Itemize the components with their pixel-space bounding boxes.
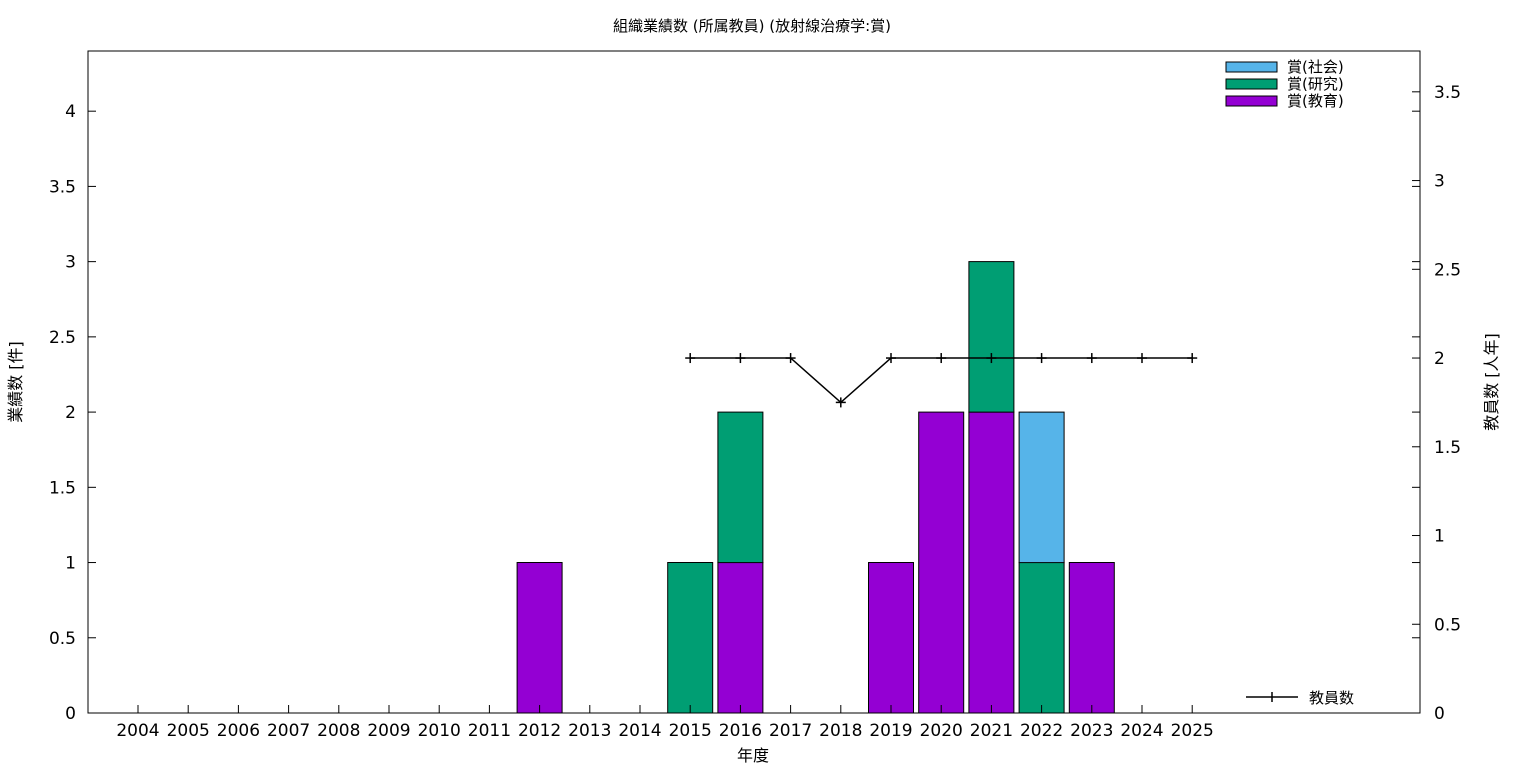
bar-2020-series-0 xyxy=(918,411,965,714)
bar-2016-series-1 xyxy=(717,411,764,564)
y-tick-label: 0 xyxy=(65,704,76,724)
line-point-2017 xyxy=(785,353,796,364)
y-axis-title: 業績数 [件] xyxy=(6,341,25,423)
x-axis-title: 年度 xyxy=(737,746,769,765)
y-tick-label: 2.5 xyxy=(49,328,76,348)
y2-tick-label: 1 xyxy=(1434,527,1445,547)
bar-layer xyxy=(516,261,1115,714)
x-tick-label: 2023 xyxy=(1070,721,1113,741)
y2-tick-label: 0.5 xyxy=(1434,615,1461,635)
x-tick-label: 2005 xyxy=(167,721,210,741)
y2-tick-label: 0 xyxy=(1434,704,1445,724)
y2-tick-label: 2 xyxy=(1434,349,1445,369)
y2-tick-label: 3 xyxy=(1434,172,1445,192)
x-tick-label: 2007 xyxy=(267,721,310,741)
bar-2021-series-1 xyxy=(968,261,1015,413)
line-point-2018 xyxy=(835,397,846,408)
x-tick-label: 2013 xyxy=(568,721,611,741)
x-tick-label: 2024 xyxy=(1120,721,1163,741)
chart-title: 組織業績数 (所属教員) (放射線治療学:賞) xyxy=(613,17,891,35)
line-layer xyxy=(685,353,1198,408)
x-tick-label: 2025 xyxy=(1171,721,1214,741)
x-tick-label: 2021 xyxy=(970,721,1013,741)
legend-label-2: 賞(教育) xyxy=(1287,92,1344,110)
bar-2023-series-0 xyxy=(1068,562,1115,714)
y2-axis-title: 教員数 [人年] xyxy=(1482,333,1501,431)
x-tick-label: 2018 xyxy=(819,721,862,741)
legend-line-label: 教員数 xyxy=(1309,689,1354,707)
line-point-2021 xyxy=(986,353,997,364)
legend-swatch-2 xyxy=(1225,95,1278,107)
line-point-2016 xyxy=(735,353,746,364)
line-point-2024 xyxy=(1137,353,1147,364)
y-tick-label: 3 xyxy=(65,253,76,273)
x-tick-label: 2011 xyxy=(468,721,511,741)
x-tick-label: 2016 xyxy=(719,721,762,741)
x-tick-label: 2017 xyxy=(769,721,812,741)
line-point-2019 xyxy=(886,353,896,364)
line-point-2015 xyxy=(685,353,696,364)
y-tick-label: 4 xyxy=(65,102,76,122)
bar-2012-series-0 xyxy=(516,562,563,714)
x-tick-label: 2012 xyxy=(518,721,561,741)
legend-label-1: 賞(研究) xyxy=(1287,75,1344,93)
line-series-path xyxy=(690,357,1193,404)
y-tick-label: 1 xyxy=(65,554,76,574)
line-point-2023 xyxy=(1086,353,1097,364)
y2-tick-label: 3.5 xyxy=(1434,83,1461,103)
y-axis: 0 0.5 1 1.5 2 2.5 3 3.5 4 xyxy=(49,102,1420,724)
y2-axis: 0 0.5 1 1.5 2 2.5 3 3.5 xyxy=(1412,83,1461,724)
x-tick-label: 2015 xyxy=(669,721,712,741)
legend: 賞(社会)賞(研究)賞(教育) 教員数 xyxy=(1225,58,1354,707)
x-tick-label: 2008 xyxy=(317,721,360,741)
x-tick-label: 2004 xyxy=(116,721,159,741)
y-tick-label: 1.5 xyxy=(49,478,76,498)
legend-swatch-1 xyxy=(1225,78,1278,90)
line-point-2022 xyxy=(1036,353,1047,364)
bar-2015-series-1 xyxy=(667,562,714,714)
x-tick-label: 2009 xyxy=(367,721,410,741)
legend-label-0: 賞(社会) xyxy=(1287,58,1344,76)
x-tick-label: 2014 xyxy=(618,721,661,741)
bar-2022-series-1 xyxy=(1018,562,1065,714)
bar-2021-series-0 xyxy=(968,411,1015,714)
y-tick-label: 2 xyxy=(65,403,76,423)
y-tick-label: 3.5 xyxy=(49,177,76,197)
y2-tick-label: 2.5 xyxy=(1434,260,1461,280)
legend-swatch-0 xyxy=(1225,61,1278,73)
bar-2022-series-2 xyxy=(1018,411,1065,564)
plot-frame xyxy=(87,50,1421,714)
y2-tick-label: 1.5 xyxy=(1434,438,1461,458)
x-tick-label: 2022 xyxy=(1020,721,1063,741)
bar-2019-series-0 xyxy=(868,562,914,714)
x-tick-label: 2019 xyxy=(869,721,912,741)
x-tick-label: 2006 xyxy=(217,721,260,741)
line-point-2020 xyxy=(936,353,947,364)
bar-2016-series-0 xyxy=(717,562,764,714)
x-tick-label: 2010 xyxy=(418,721,461,741)
y-tick-label: 0.5 xyxy=(49,629,76,649)
x-tick-label: 2020 xyxy=(920,721,963,741)
line-point-2025 xyxy=(1187,353,1198,364)
x-axis: 2004 2005 2006 2007 2008 2009 2010 2011 2012 2013… xyxy=(116,705,1214,741)
